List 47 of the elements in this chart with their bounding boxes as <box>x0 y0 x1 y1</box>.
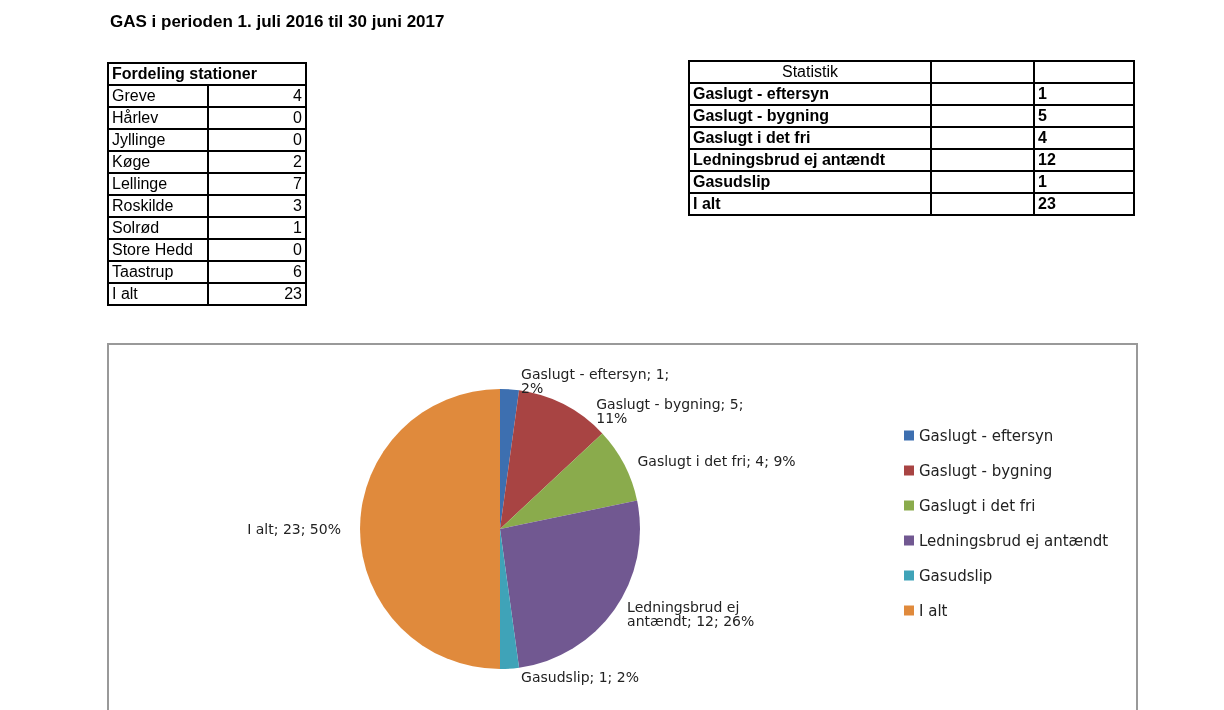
data-label: 12 <box>1034 149 1134 171</box>
data-label: 0 <box>208 239 306 261</box>
data-label: 4 <box>1034 127 1134 149</box>
data-label: 23 <box>208 283 306 305</box>
legend-label: Gaslugt - eftersyn <box>919 426 1054 445</box>
category-label: Gaslugt - eftersyn <box>689 83 931 105</box>
category-label: Store Hedd <box>108 239 208 261</box>
legend-label: Gaslugt i det fri <box>919 496 1036 515</box>
data-label: Gaslugt i det fri; 4; 9% <box>637 452 796 469</box>
data-label: Gasudslip; 1; 2% <box>521 668 640 685</box>
legend-label: Gasudslip <box>919 566 993 585</box>
category-label: I alt <box>108 283 208 305</box>
text: GAS i perioden 1. juli 2016 til 30 juni 2017 <box>110 12 445 32</box>
data-label: I alt; 23; 50% <box>247 521 341 537</box>
data-label: Gaslugt - bygning; 5; 11% <box>596 396 748 427</box>
data-label: 0 <box>208 129 306 151</box>
data-label: 1 <box>1034 83 1134 105</box>
data-label: 1 <box>1034 171 1134 193</box>
data-label: 2 <box>208 151 306 173</box>
category-label: Køge <box>108 151 208 173</box>
legend-label: Gaslugt - bygning <box>919 461 1053 480</box>
category-label: Lellinge <box>108 173 208 195</box>
category-label: Hårlev <box>108 107 208 129</box>
category-label: Solrød <box>108 217 208 239</box>
data-label: 5 <box>1034 105 1134 127</box>
data-label: Gaslugt - eftersyn; 1; 2% <box>521 366 674 397</box>
category-label: Gaslugt - bygning <box>689 105 931 127</box>
category-label: Jyllinge <box>108 129 208 151</box>
data-label: 23 <box>1034 193 1134 215</box>
data-label: 7 <box>208 173 306 195</box>
category-label: Gasudslip <box>689 171 931 193</box>
data-label: 4 <box>208 85 306 107</box>
category-label: Greve <box>108 85 208 107</box>
category-label: I alt <box>689 193 931 215</box>
category-label: Roskilde <box>108 195 208 217</box>
category-label: Gaslugt i det fri <box>689 127 931 149</box>
data-label: 1 <box>208 217 306 239</box>
category-label: Taastrup <box>108 261 208 283</box>
text: Fordeling stationer <box>108 63 306 85</box>
data-label: 3 <box>208 195 306 217</box>
data-label: 6 <box>208 261 306 283</box>
legend-label: Ledningsbrud ej antændt <box>919 531 1109 550</box>
legend-label: I alt <box>919 601 948 620</box>
data-label: Ledningsbrud ej antændt; 12; 26% <box>627 599 755 630</box>
text: Statistik <box>689 61 931 83</box>
data-label: 0 <box>208 107 306 129</box>
category-label: Ledningsbrud ej antændt <box>689 149 931 171</box>
